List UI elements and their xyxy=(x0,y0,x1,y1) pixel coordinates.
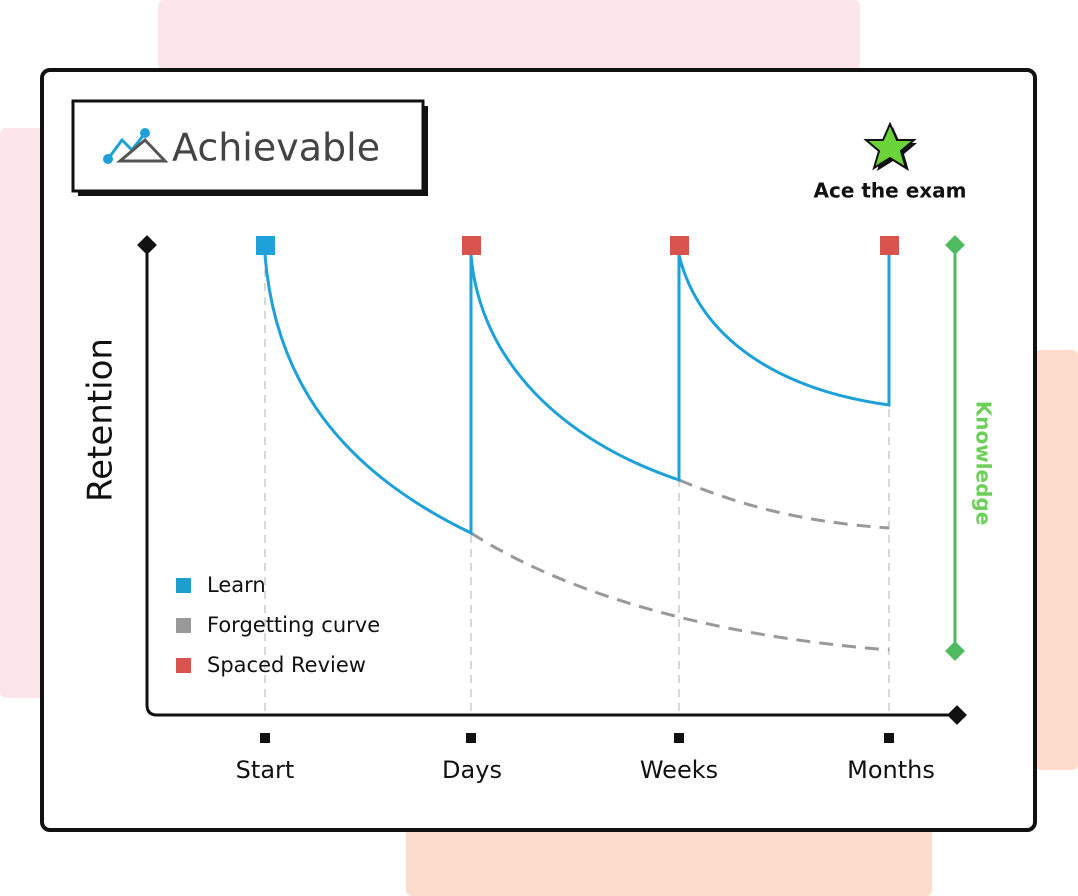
legend-label: Learn xyxy=(207,573,266,597)
review-marker xyxy=(670,236,689,255)
legend-label: Spaced Review xyxy=(207,653,366,677)
legend-swatch xyxy=(176,618,191,633)
review-marker xyxy=(880,236,899,255)
logo-box xyxy=(71,99,425,193)
legend-swatch xyxy=(176,578,191,593)
goal-label: Ace the exam xyxy=(814,179,967,203)
x-label: Start xyxy=(236,756,295,784)
x-axis xyxy=(145,704,955,717)
learn-marker xyxy=(256,236,275,255)
axis-end xyxy=(947,705,967,725)
x-ticks xyxy=(260,733,894,743)
side-label: Knowledge xyxy=(972,401,996,526)
knowledge-end xyxy=(945,641,965,661)
bg-block xyxy=(406,828,932,896)
axis-end xyxy=(137,235,157,255)
bg-block xyxy=(158,0,860,70)
legend-label: Forgetting curve xyxy=(207,613,380,637)
card xyxy=(40,68,1037,832)
x-label: Weeks xyxy=(640,756,718,784)
bg-block xyxy=(0,128,45,698)
y-axis-label: Retention xyxy=(81,338,121,502)
legend-swatch xyxy=(176,658,191,673)
x-label: Months xyxy=(847,756,935,784)
x-label: Days xyxy=(442,756,502,784)
learning-curve xyxy=(263,254,891,536)
logo-text: Achievable xyxy=(172,126,380,170)
logo-icon xyxy=(103,128,169,164)
bg-block xyxy=(1035,350,1078,770)
star xyxy=(863,121,917,171)
forgetting-curve xyxy=(470,478,890,652)
review-marker xyxy=(462,236,481,255)
